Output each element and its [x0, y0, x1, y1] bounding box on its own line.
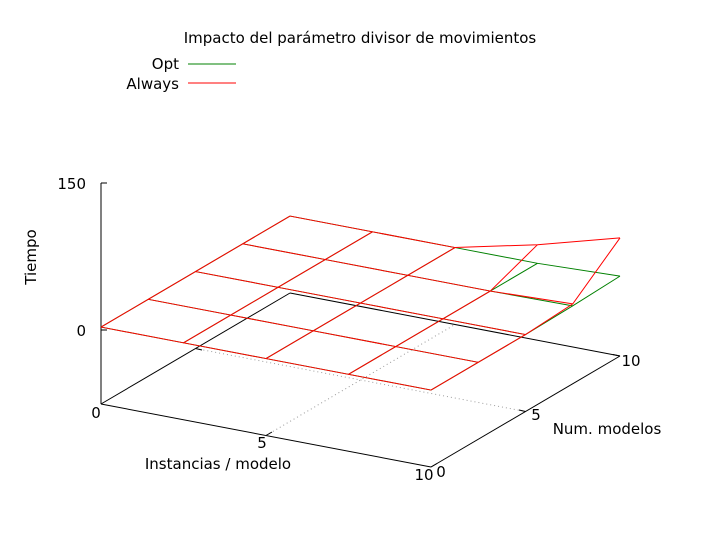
y-axis-label: Num. modelos	[553, 420, 662, 438]
y-tick-label-0: 0	[436, 463, 446, 481]
z-tick-label-0: 0	[76, 322, 86, 340]
surface-always-yline-0	[100, 215, 291, 328]
y-tick-label-5: 5	[531, 406, 541, 424]
base-edge-back-x	[289, 292, 621, 357]
surface-always-yline-2	[265, 247, 456, 359]
surfaces	[100, 215, 621, 391]
y-tick-label-10: 10	[621, 352, 640, 370]
legend: Opt Always	[126, 55, 236, 93]
base-grid-x-mid	[265, 324, 456, 436]
surface-always-yline-1	[183, 231, 373, 344]
y-tick-5	[518, 409, 526, 412]
base-grid-y-mid	[195, 348, 526, 412]
z-tick-label-150: 150	[57, 175, 86, 193]
surface-always-yline-3	[348, 244, 538, 375]
base-plane	[100, 292, 621, 468]
x-tick-label-10: 10	[414, 466, 433, 484]
z-axis: 150 0 Tiempo	[22, 175, 107, 404]
z-axis-label: Tiempo	[22, 229, 40, 285]
x-axis: 0 5 10 Instancias / modelo	[91, 404, 438, 484]
legend-label-always: Always	[126, 75, 179, 93]
x-axis-label: Instancias / modelo	[145, 455, 291, 473]
x-tick-label-0: 0	[91, 404, 101, 422]
legend-label-opt: Opt	[152, 55, 179, 73]
surface-always-xline-3	[242, 243, 573, 305]
surface-always-yline-4	[430, 237, 621, 391]
x-tick-5	[265, 431, 273, 436]
x-tick-10	[430, 463, 438, 468]
y-tick-5-left	[195, 348, 203, 351]
y-axis: 0 5 10 Num. modelos	[195, 348, 662, 481]
surface-always-xline-4	[289, 215, 621, 249]
chart-title: Impacto del parámetro divisor de movimie…	[184, 29, 537, 47]
x-tick-label-5: 5	[257, 434, 267, 452]
surface-always	[100, 215, 621, 391]
y-tick-10	[612, 354, 621, 357]
